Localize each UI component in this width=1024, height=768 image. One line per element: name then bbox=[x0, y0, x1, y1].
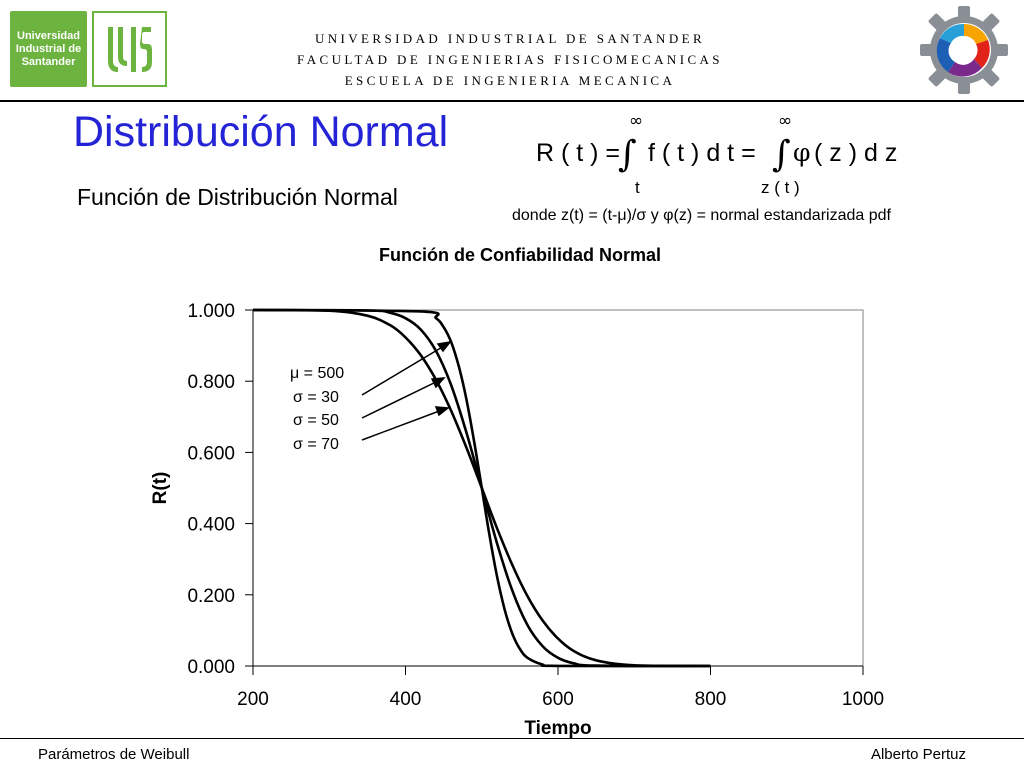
reliability-chart: 0.000 0.200 0.400 0.600 0.800 1.000 200 400 600… bbox=[150, 301, 884, 739]
arrowhead-sigma-30 bbox=[436, 340, 452, 353]
university-logo: Universidad Industrial de Santander bbox=[10, 11, 87, 87]
header-line-school: ESCUELA DE INGENIERIA MECANICA bbox=[344, 73, 676, 88]
header-line-university: UNIVERSIDAD INDUSTRIAL DE SANTANDER bbox=[314, 31, 706, 46]
y-axis-label: R(t) bbox=[150, 472, 171, 505]
plot-area bbox=[252, 309, 864, 667]
y-axis: 0.000 0.200 0.400 0.600 0.800 1.000 bbox=[187, 301, 254, 678]
arrow-sigma-30 bbox=[361, 345, 445, 396]
reliability-curve-sigma-70 bbox=[252, 308, 711, 668]
slide-subtitle: Función de Distribución Normal bbox=[77, 184, 398, 210]
x-tick-label: 600 bbox=[542, 689, 574, 710]
footer-left: Parámetros de Weibull bbox=[38, 746, 190, 763]
integrand-2: ( z ) d z bbox=[814, 139, 897, 167]
x-tick-label: 1000 bbox=[842, 689, 884, 710]
annotation-labels: μ = 500 σ = 30 σ = 50 σ = 70 bbox=[290, 365, 344, 453]
university-logo-text: Universidad Industrial de Santander bbox=[15, 29, 82, 68]
footer-right: Alberto Pertuz bbox=[870, 746, 966, 763]
annotation-arrows bbox=[361, 340, 452, 441]
mechanical-engineering-logo bbox=[918, 4, 1010, 96]
gear-icon bbox=[920, 6, 1008, 94]
integral-sign-2: ∫ bbox=[772, 134, 791, 175]
header-divider bbox=[0, 100, 1024, 102]
uis-logo bbox=[92, 11, 167, 87]
y-tick-label: 0.000 bbox=[187, 657, 235, 678]
y-tick-label: 0.800 bbox=[187, 372, 235, 393]
uis-logo-graphic bbox=[108, 27, 152, 72]
slide-title: Distribución Normal bbox=[73, 108, 449, 156]
y-tick-label: 0.400 bbox=[187, 515, 235, 536]
curves bbox=[252, 308, 711, 668]
arrow-sigma-70 bbox=[361, 409, 443, 441]
x-axis-label: Tiempo bbox=[524, 718, 591, 739]
y-tick-label: 1.000 bbox=[187, 301, 235, 322]
arrow-sigma-50 bbox=[361, 380, 439, 419]
institution-header: UNIVERSIDAD INDUSTRIAL DE SANTANDER FACU… bbox=[250, 28, 770, 91]
arrowhead-sigma-70 bbox=[434, 406, 450, 417]
formula-note: donde z(t) = (t-μ)/σ y φ(z) = normal est… bbox=[512, 207, 891, 224]
x-tick-label: 800 bbox=[695, 689, 727, 710]
annotation-mu: μ = 500 bbox=[290, 365, 344, 382]
arrowhead-sigma-50 bbox=[430, 377, 446, 389]
y-tick-label: 0.200 bbox=[187, 586, 235, 607]
y-tick-label: 0.600 bbox=[187, 443, 235, 464]
x-tick-label: 400 bbox=[390, 689, 422, 710]
footer-divider bbox=[0, 738, 1024, 739]
upper-limit-2: ∞ bbox=[778, 111, 792, 131]
chart-title: Función de Confiabilidad Normal bbox=[378, 245, 661, 265]
phi-symbol: φ bbox=[793, 138, 811, 167]
integrand-1: f ( t ) d t = bbox=[648, 139, 756, 167]
upper-limit-1: ∞ bbox=[629, 111, 643, 131]
integral-sign-1: ∫ bbox=[618, 134, 637, 175]
formula-lhs: R ( t ) = bbox=[536, 139, 620, 167]
lower-limit-2: z ( t ) bbox=[761, 178, 800, 197]
header-line-faculty: FACULTAD DE INGENIERIAS FISICOMECANICAS bbox=[297, 52, 723, 67]
annotation-sigma-50: σ = 50 bbox=[293, 412, 339, 429]
lower-limit-1: t bbox=[635, 178, 640, 197]
reliability-curve-sigma-30 bbox=[252, 308, 711, 668]
x-tick-label: 200 bbox=[237, 689, 269, 710]
annotation-sigma-70: σ = 70 bbox=[293, 436, 339, 453]
reliability-formula: R ( t ) = ∫ ∞ t f ( t ) d t = ∫ ∞ z ( t … bbox=[536, 111, 897, 197]
annotation-sigma-30: σ = 30 bbox=[293, 389, 339, 406]
x-axis: 200 400 600 800 1000 bbox=[237, 665, 884, 710]
